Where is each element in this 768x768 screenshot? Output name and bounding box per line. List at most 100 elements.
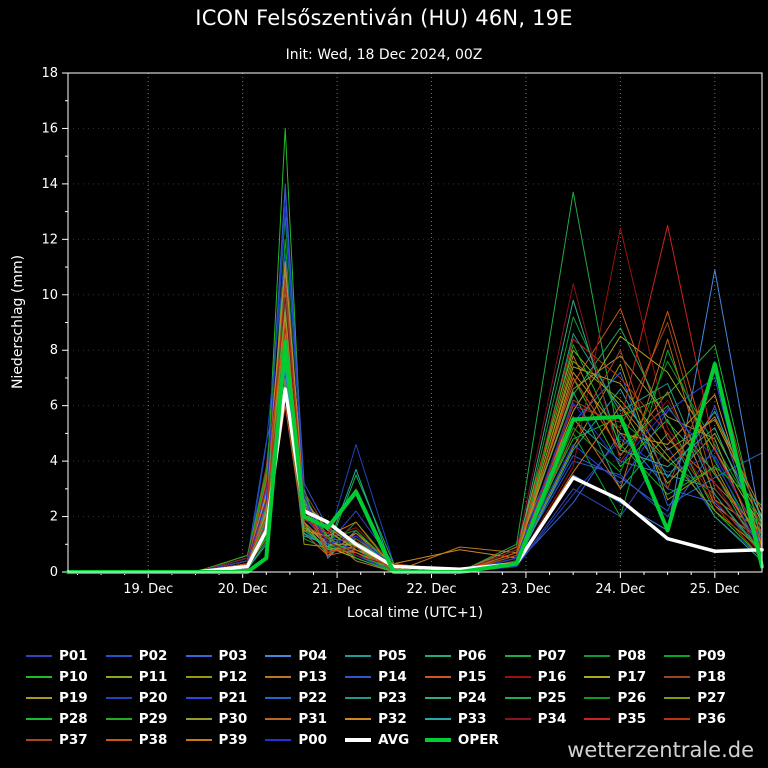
legend-swatch-P18 xyxy=(664,676,691,678)
legend-label-P02: P02 xyxy=(138,648,168,664)
legend-label-P19: P19 xyxy=(59,690,88,706)
legend-item-P38: P38 xyxy=(105,730,186,750)
legend-label-P03: P03 xyxy=(218,648,248,664)
legend-label-P25: P25 xyxy=(537,690,567,706)
legend-label-P24: P24 xyxy=(457,690,487,706)
legend-swatch-P38 xyxy=(105,739,132,741)
legend-swatch-P07 xyxy=(504,655,531,657)
series-line-P14 xyxy=(67,183,763,573)
legend-swatch-AVG xyxy=(345,738,372,742)
legend-swatch-P28 xyxy=(26,718,52,720)
legend-swatch-P11 xyxy=(105,676,132,678)
legend-swatch-P09 xyxy=(664,655,691,657)
series-line-P26 xyxy=(67,216,763,573)
series-line-OPER xyxy=(66,339,764,574)
legend-item-P17: P17 xyxy=(584,667,664,687)
legend-swatch-P14 xyxy=(345,676,372,678)
series-line-P04 xyxy=(67,269,763,573)
legend-label-P36: P36 xyxy=(697,711,726,727)
legend-label-P14: P14 xyxy=(378,669,407,685)
x-tick-label: 19. Dec xyxy=(123,582,173,597)
legend-item-P22: P22 xyxy=(265,688,345,708)
legend-label-P08: P08 xyxy=(617,648,647,664)
x-tick-label: 20. Dec xyxy=(218,582,268,597)
legend-swatch-P13 xyxy=(265,676,292,678)
legend-item-P33: P33 xyxy=(424,709,505,729)
legend-swatch-P16 xyxy=(504,676,531,678)
y-tick-label: 0 xyxy=(50,565,58,580)
watermark: wetterzentrale.de xyxy=(567,738,754,762)
legend-item-P24: P24 xyxy=(424,688,505,708)
legend-swatch-P32 xyxy=(345,718,372,720)
series-line-P11 xyxy=(67,335,763,573)
legend-label-P09: P09 xyxy=(697,648,726,664)
legend-label-P28: P28 xyxy=(59,711,88,727)
legend-label-P11: P11 xyxy=(138,669,168,685)
legend-item-OPER: OPER xyxy=(424,730,505,750)
legend-label-P00: P00 xyxy=(298,732,328,748)
legend-item-P05: P05 xyxy=(345,646,425,666)
legend-label-P20: P20 xyxy=(138,690,168,706)
legend-item-P23: P23 xyxy=(345,688,425,708)
series-line-P07 xyxy=(67,191,763,573)
legend-swatch-P29 xyxy=(105,718,132,720)
series-line-P22 xyxy=(67,338,763,573)
legend-label-P31: P31 xyxy=(298,711,328,727)
y-tick-label: 8 xyxy=(50,343,58,358)
legend-swatch-P27 xyxy=(664,697,691,699)
legend-item-P28: P28 xyxy=(26,709,106,729)
series-line-P25 xyxy=(67,305,763,573)
legend-label-P39: P39 xyxy=(218,732,248,748)
legend-item-P11: P11 xyxy=(105,667,186,687)
legend-item-P10: P10 xyxy=(26,667,106,687)
series-line-P00 xyxy=(67,205,763,573)
legend-item-P13: P13 xyxy=(265,667,345,687)
series-line-P32 xyxy=(67,261,763,573)
legend-item-P00: P00 xyxy=(265,730,345,750)
legend-swatch-P39 xyxy=(185,739,212,741)
legend-swatch-P02 xyxy=(105,655,132,657)
legend-label-AVG: AVG xyxy=(378,732,410,748)
legend-swatch-P00 xyxy=(265,739,292,741)
init-time-subtitle: Init: Wed, 18 Dec 2024, 00Z xyxy=(285,47,483,63)
legend-label-P37: P37 xyxy=(59,732,88,748)
legend-swatch-OPER xyxy=(424,738,451,742)
legend-swatch-P15 xyxy=(424,676,451,678)
legend-swatch-P36 xyxy=(664,718,691,720)
legend-item-P25: P25 xyxy=(504,688,585,708)
legend-label-P06: P06 xyxy=(457,648,487,664)
legend-label-P01: P01 xyxy=(59,648,88,664)
legend-swatch-P10 xyxy=(26,676,52,678)
y-tick-label: 14 xyxy=(41,177,58,192)
x-tick-label: 23. Dec xyxy=(501,582,551,597)
legend-swatch-P34 xyxy=(504,718,531,720)
legend-label-P15: P15 xyxy=(457,669,487,685)
y-tick-label: 10 xyxy=(41,288,58,303)
series-line-P33 xyxy=(67,366,763,573)
y-tick-label: 2 xyxy=(50,510,58,525)
legend-item-P14: P14 xyxy=(345,667,425,687)
legend-label-P04: P04 xyxy=(298,648,328,664)
y-tick-label: 18 xyxy=(41,66,58,81)
legend-item-P19: P19 xyxy=(26,688,106,708)
legend-item-P26: P26 xyxy=(584,688,664,708)
series-line-P03 xyxy=(67,188,763,573)
y-tick-label: 6 xyxy=(50,399,58,414)
y-tick-label: 16 xyxy=(41,121,58,136)
legend-label-P13: P13 xyxy=(298,669,328,685)
legend-item-P34: P34 xyxy=(504,709,585,729)
legend-label-P30: P30 xyxy=(218,711,248,727)
legend-item-P07: P07 xyxy=(504,646,585,666)
series-line-P01 xyxy=(67,322,763,573)
x-tick-label: 21. Dec xyxy=(312,582,362,597)
legend-item-P30: P30 xyxy=(185,709,266,729)
legend-item-P08: P08 xyxy=(584,646,664,666)
legend-label-P22: P22 xyxy=(298,690,328,706)
legend-item-P06: P06 xyxy=(424,646,505,666)
legend-label-P10: P10 xyxy=(59,669,88,685)
legend-swatch-P19 xyxy=(26,697,52,699)
legend-item-P01: P01 xyxy=(26,646,106,666)
legend-item-P15: P15 xyxy=(424,667,505,687)
page-title: ICON Felsőszentiván (HU) 46N, 19E xyxy=(195,6,573,30)
series-line-P17 xyxy=(67,335,763,573)
